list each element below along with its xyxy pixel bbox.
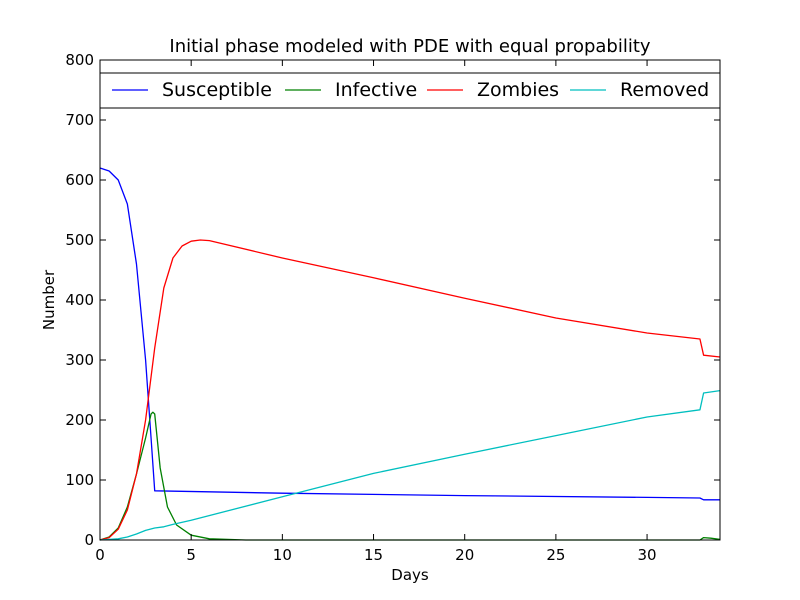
x-axis-label: Days — [391, 566, 429, 584]
x-tick-label-1: 5 — [186, 546, 196, 564]
series-line-susceptible — [99, 167, 720, 501]
x-tick-label-0: 0 — [95, 546, 105, 564]
series-line-removed — [99, 389, 721, 541]
legend-label-zombies: Zombies — [477, 79, 559, 101]
x-tick-label-3: 15 — [364, 546, 383, 564]
y-tick-label-5: 500 — [65, 231, 94, 249]
series-line-zombies — [99, 239, 721, 541]
series-line-infective — [99, 411, 721, 541]
y-tick-label-3: 300 — [65, 351, 94, 369]
x-tick-label-5: 25 — [546, 546, 565, 564]
x-tick-label-6: 30 — [638, 546, 657, 564]
legend-label-infective: Infective — [335, 79, 417, 101]
chart-title: Initial phase modeled with PDE with equa… — [169, 36, 651, 57]
y-tick-label-0: 0 — [84, 531, 94, 549]
x-tick-label-2: 10 — [273, 546, 292, 564]
legend-label-removed: Removed — [620, 79, 709, 101]
legend: Susceptible Infective Zombies Removed — [99, 72, 721, 109]
x-tick-label-4: 20 — [455, 546, 474, 564]
series-layer — [99, 167, 721, 541]
y-tick-label-2: 200 — [65, 411, 94, 429]
y-tick-label-7: 700 — [65, 111, 94, 129]
y-tick-label-1: 100 — [65, 471, 94, 489]
y-axis-label: Number — [40, 269, 58, 330]
y-tick-label-4: 400 — [65, 291, 94, 309]
legend-label-susceptible: Susceptible — [162, 79, 272, 101]
plot-area-frame — [99, 59, 721, 541]
legend-box — [99, 72, 721, 109]
y-tick-label-6: 600 — [65, 171, 94, 189]
y-tick-label-8: 800 — [65, 51, 94, 69]
